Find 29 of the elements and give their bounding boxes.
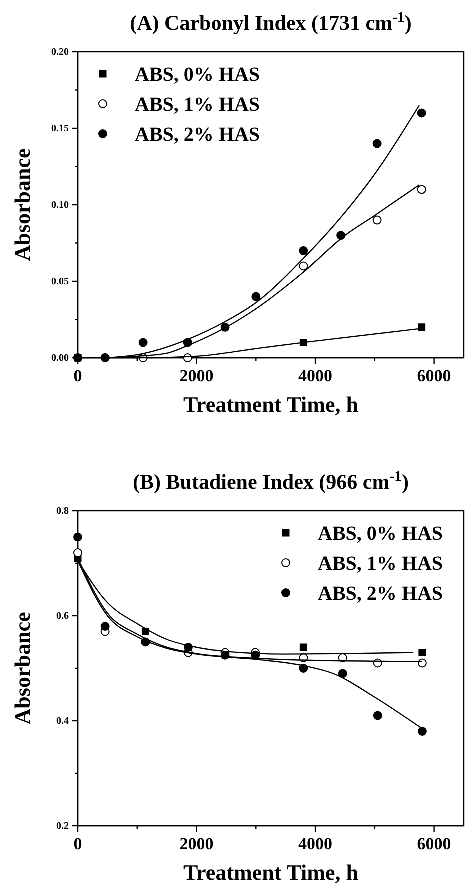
x-tick-label: 0 [74, 366, 82, 386]
y-tick-label: 0.2 [56, 821, 69, 832]
y-tick-label: 0.05 [52, 276, 69, 288]
x-tick-label: 0 [74, 834, 82, 854]
x-tick-label: 4000 [298, 366, 333, 386]
y-tick-label: 0.00 [52, 353, 69, 364]
y-tick-label: 0.6 [56, 611, 69, 622]
legend-label: ABS, 1% HAS [135, 94, 260, 116]
legend-label: ABS, 2% HAS [318, 583, 444, 605]
y-tick-label: 0.20 [52, 47, 69, 58]
x-tick-label: 2000 [180, 834, 214, 854]
y-tick-label: 0.8 [56, 506, 69, 518]
x-tick-label: 2000 [180, 366, 214, 386]
x-tick-label: 6000 [417, 366, 452, 386]
legend-label: ABS, 0% HAS [318, 523, 444, 545]
x-axis-title: Treatment Time, h [184, 392, 358, 417]
y-tick-label: 0.4 [56, 716, 69, 728]
legend-label: ABS, 0% HAS [135, 64, 260, 86]
chart-title: (A) Carbonyl Index (1731 cm$^{-1}$) [130, 10, 412, 35]
chart-title: (B) Butadiene Index (966 cm$^{-1}$) [133, 469, 409, 494]
y-axis-title: Absorbance [10, 612, 35, 725]
y-axis-title: Absorbance [10, 148, 35, 262]
x-tick-label: 6000 [417, 834, 452, 854]
y-tick-label: 0.10 [52, 200, 69, 212]
y-tick-label: 0.15 [52, 124, 69, 135]
legend-label: ABS, 1% HAS [318, 553, 444, 575]
x-tick-label: 4000 [298, 834, 333, 854]
x-axis-title: Treatment Time, h [184, 860, 358, 885]
legend-label: ABS, 2% HAS [135, 124, 260, 146]
